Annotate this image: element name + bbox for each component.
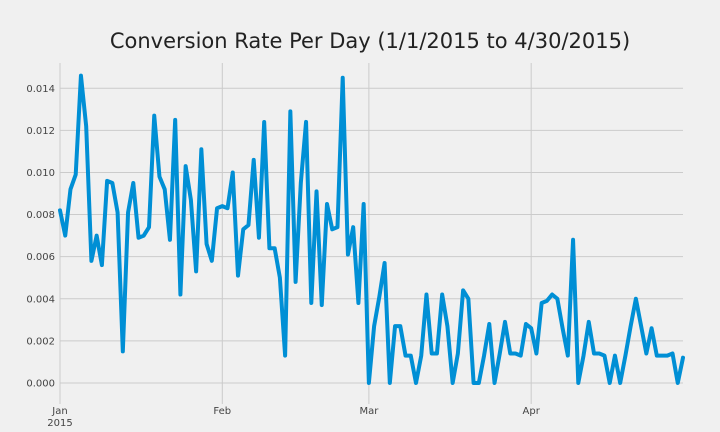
- y-tick-label: 0.008: [26, 210, 55, 221]
- x-tick-label: Feb: [213, 406, 231, 417]
- y-tick-label: 0.000: [26, 378, 55, 389]
- y-tick-label: 0.004: [26, 294, 55, 305]
- series-line-conversion-rate: [58, 73, 685, 385]
- x-tick-label: Apr: [523, 406, 541, 417]
- x-tick-sublabel: 2015: [47, 418, 72, 429]
- x-tick-label: Jan: [51, 406, 67, 417]
- y-tick-label: 0.006: [26, 252, 55, 263]
- y-tick-label: 0.014: [26, 84, 55, 95]
- y-tick-labels: 0.000 0.002 0.004 0.006 0.008 0.010 0.012 0.014: [26, 84, 55, 390]
- series-group: [58, 73, 685, 385]
- chart-title: Conversion Rate Per Day (1/1/2015 to 4/3…: [110, 29, 630, 53]
- y-tick-label: 0.010: [26, 168, 55, 179]
- y-tick-label: 0.012: [26, 126, 55, 137]
- y-tick-label: 0.002: [26, 336, 55, 347]
- x-tick-label: Mar: [359, 406, 379, 417]
